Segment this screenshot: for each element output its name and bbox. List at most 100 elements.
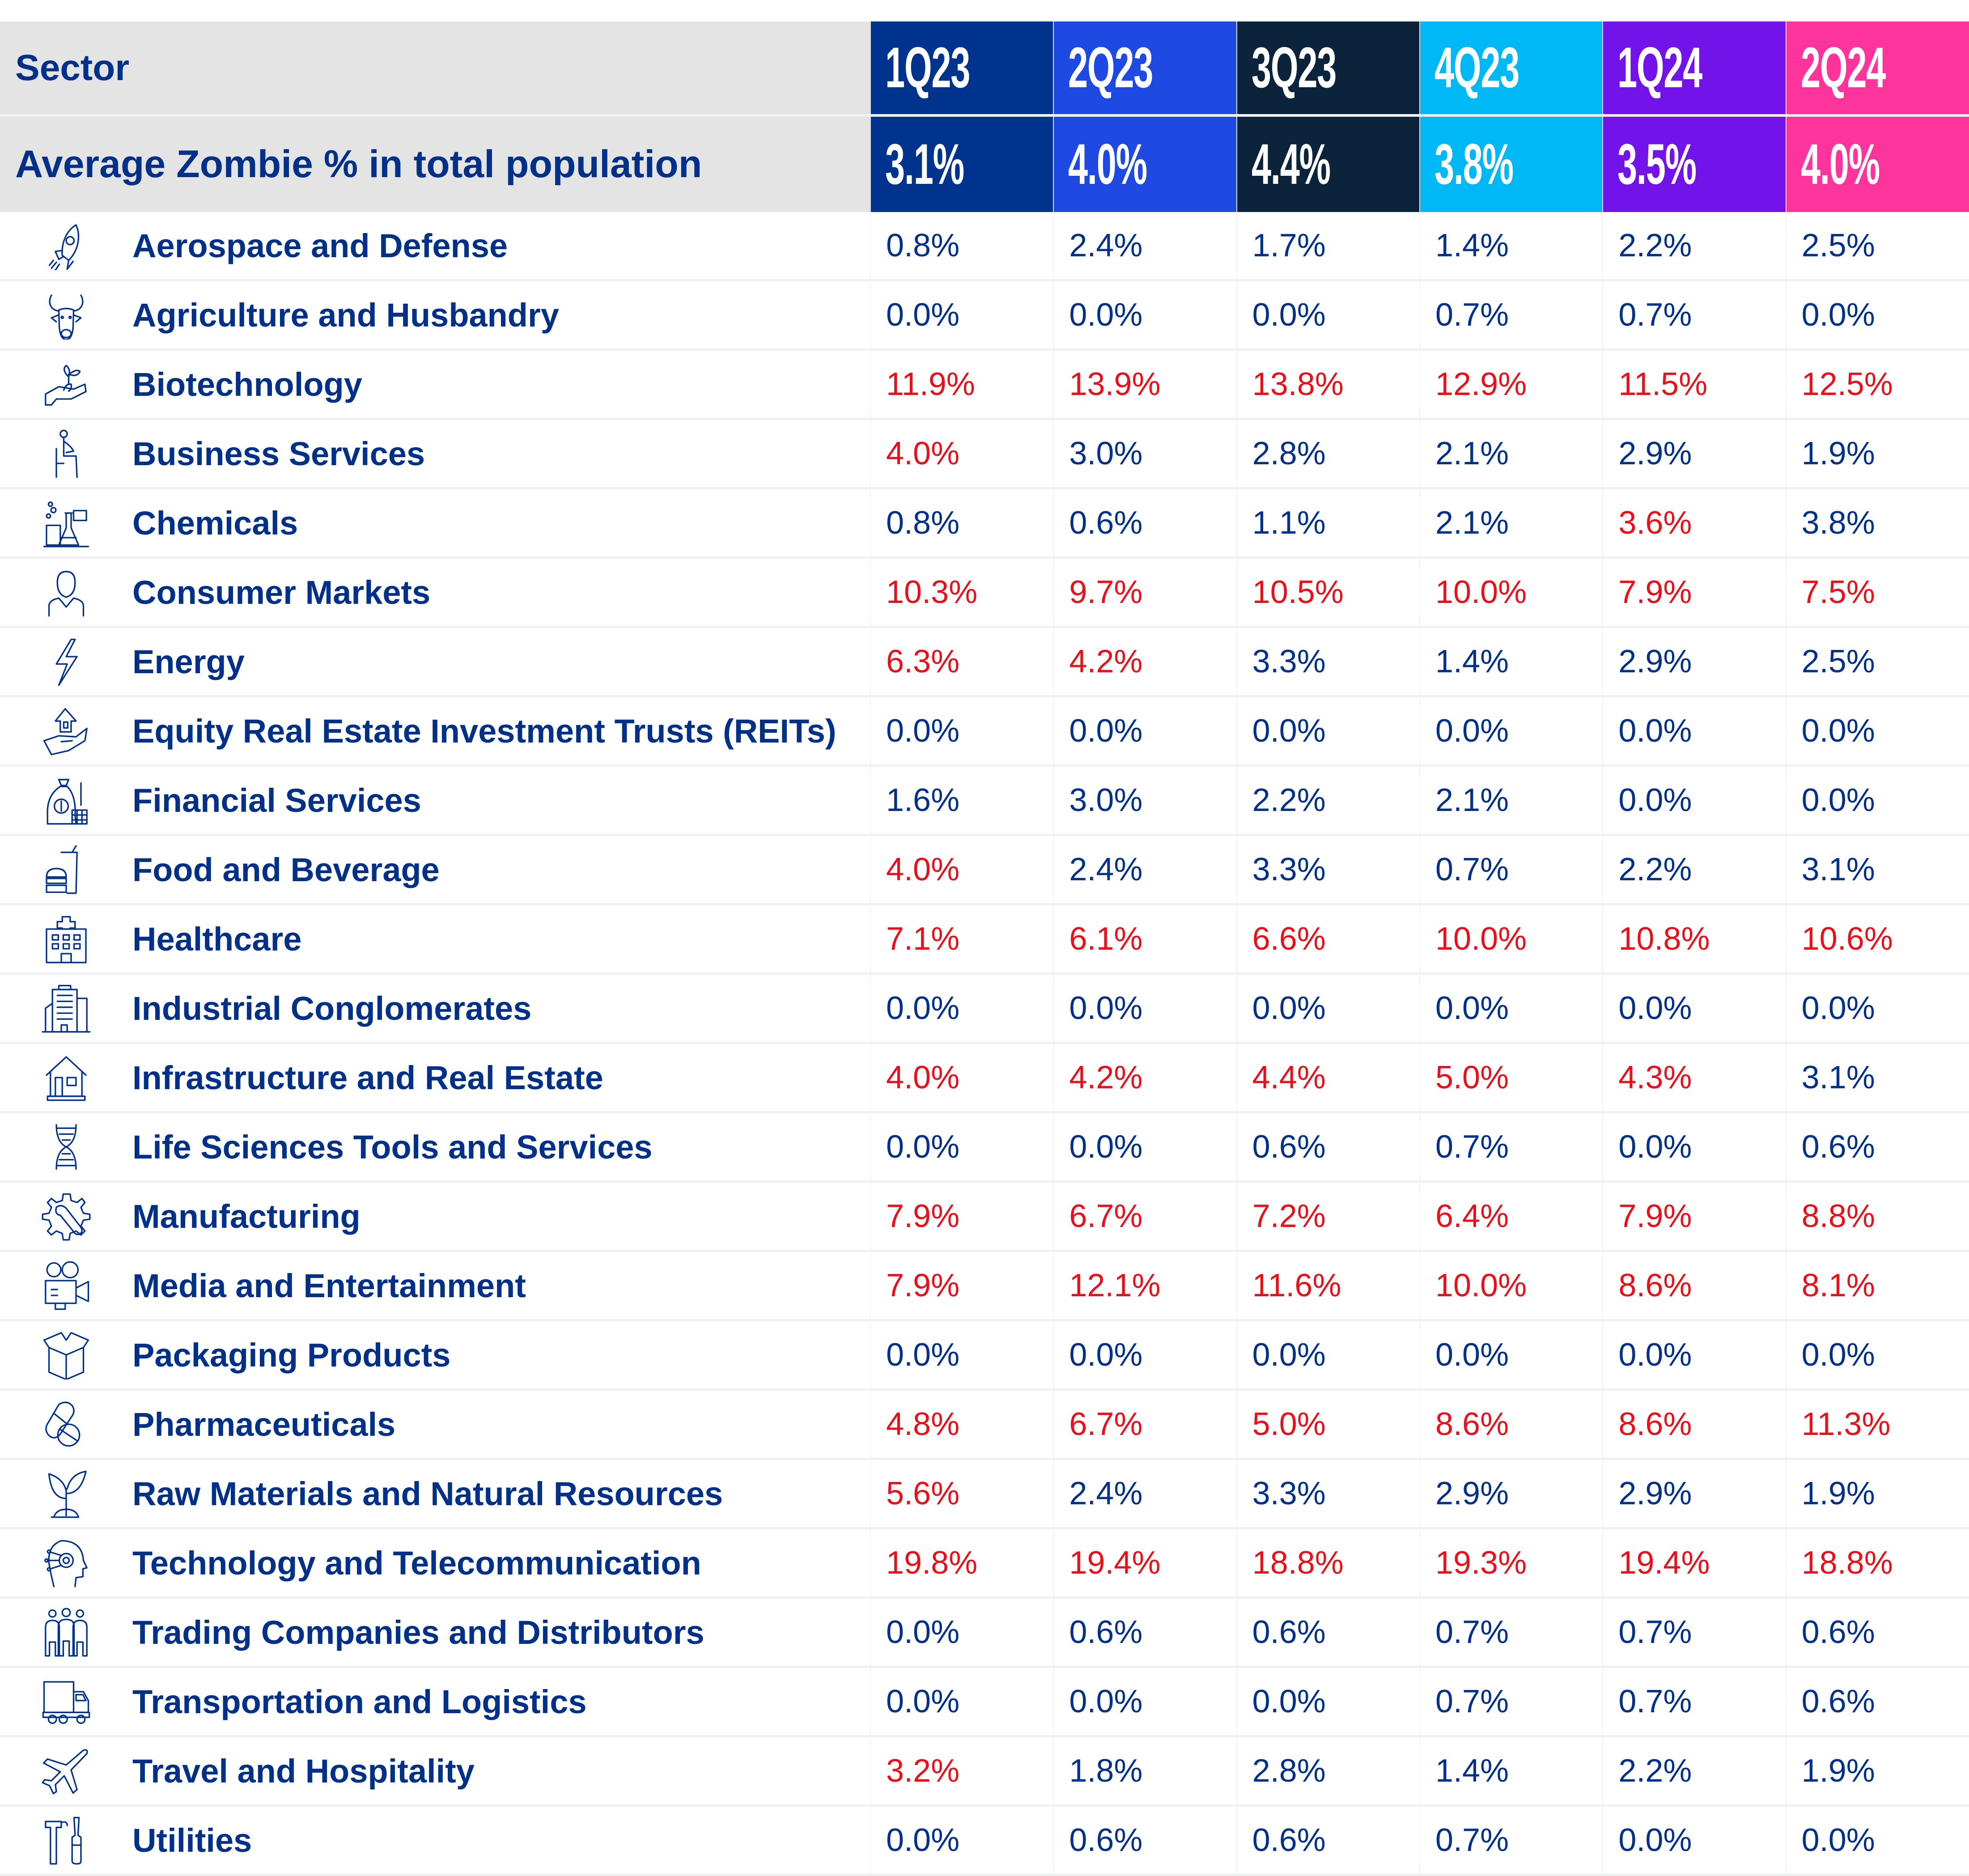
value-cell-3q23: 0.6% [1236, 1112, 1420, 1183]
value-cell-3q23: 2.2% [1236, 765, 1420, 836]
sector-cell: Transportation and Logistics [0, 1667, 870, 1737]
value-cell-4q23: 2.1% [1419, 488, 1603, 559]
quarter-label: 3Q23 [1251, 36, 1337, 100]
value-cell-1q24: 2.9% [1602, 419, 1786, 489]
value-cell-2q24: 1.9% [1785, 1459, 1969, 1529]
value-cell-1q23: 7.9% [870, 1251, 1054, 1321]
value-cell-1q23: 7.1% [870, 904, 1054, 975]
value-cell-1q23: 0.0% [870, 280, 1054, 351]
sector-cell: Media and Entertainment [0, 1251, 870, 1321]
sector-cell: Utilities [0, 1805, 870, 1876]
sector-label-wrap: Industrial Conglomerates [0, 975, 870, 1041]
sector-name: Raw Materials and Natural Resources [132, 1475, 723, 1512]
table-row: Financial Services 1.6% 3.0% 2.2% 2.1% 0.0% 0.… [0, 765, 1969, 836]
table-row: Chemicals 0.8% 0.6% 1.1% 2.1% 3.6% 3.8% [0, 488, 1969, 559]
average-value: 3.8% [1434, 132, 1514, 196]
value-cell-2q24: 0.6% [1785, 1112, 1969, 1183]
table-row: Utilities 0.0% 0.6% 0.6% 0.7% 0.0% 0.0% [0, 1805, 1969, 1876]
value-cell-2q23: 6.1% [1053, 904, 1237, 975]
value-cell-2q23: 12.1% [1053, 1251, 1237, 1321]
value-cell-2q23: 6.7% [1053, 1181, 1237, 1252]
value-cell-1q23: 0.0% [870, 1320, 1054, 1391]
value-cell-3q23: 10.5% [1236, 557, 1420, 628]
sector-label-wrap: Energy [0, 628, 870, 695]
average-value: 4.0% [1068, 132, 1147, 196]
value-cell-2q23: 4.2% [1053, 1043, 1237, 1113]
value-cell-1q24: 0.0% [1602, 765, 1786, 836]
quarter-label: 2Q24 [1800, 36, 1886, 100]
sector-header: Sector [0, 21, 870, 117]
value-cell-1q24: 2.2% [1602, 212, 1786, 281]
sector-cell: Biotechnology [0, 349, 870, 420]
sector-label-wrap: Consumer Markets [0, 559, 870, 625]
value-cell-1q24: 2.9% [1602, 627, 1786, 697]
sector-cell: Raw Materials and Natural Resources [0, 1459, 870, 1529]
airplane-icon [0, 1738, 132, 1804]
hand-house-icon [0, 698, 132, 764]
average-value: 3.1% [885, 132, 964, 196]
value-cell-4q23: 2.1% [1419, 419, 1603, 489]
table-row: Business Services 4.0% 3.0% 2.8% 2.1% 2.9% 1.9… [0, 419, 1969, 489]
value-cell-4q23: 0.0% [1419, 696, 1603, 767]
value-cell-1q24: 11.5% [1602, 349, 1786, 420]
value-cell-2q23: 19.4% [1053, 1528, 1237, 1599]
value-cell-1q23: 10.3% [870, 557, 1054, 628]
value-cell-3q23: 0.0% [1236, 696, 1420, 767]
sector-cell: Consumer Markets [0, 557, 870, 628]
value-cell-2q23: 3.0% [1053, 765, 1237, 836]
value-cell-1q24: 0.0% [1602, 973, 1786, 1044]
sector-cell: Manufacturing [0, 1181, 870, 1252]
value-cell-2q23: 2.4% [1053, 835, 1237, 905]
table-row: Packaging Products 0.0% 0.0% 0.0% 0.0% 0.0% 0.… [0, 1320, 1969, 1391]
value-cell-1q23: 7.9% [870, 1181, 1054, 1252]
sector-cell: Chemicals [0, 488, 870, 559]
person-icon [0, 559, 132, 625]
rocket-icon [0, 212, 132, 279]
table-row: Trading Companies and Distributors 0.0% 0.… [0, 1597, 1969, 1668]
sector-cell: Packaging Products [0, 1320, 870, 1391]
sector-label-wrap: Biotechnology [0, 351, 870, 417]
average-label: Average Zombie % in total population [0, 115, 870, 212]
value-cell-2q23: 0.0% [1053, 973, 1237, 1044]
sector-name: Chemicals [132, 504, 298, 542]
value-cell-4q23: 0.0% [1419, 1320, 1603, 1391]
table-row: Energy 6.3% 4.2% 3.3% 1.4% 2.9% 2.5% [0, 627, 1969, 697]
value-cell-1q23: 0.0% [870, 1597, 1054, 1668]
value-cell-1q24: 7.9% [1602, 557, 1786, 628]
value-cell-1q23: 4.0% [870, 419, 1054, 489]
sector-label-wrap: Trading Companies and Distributors [0, 1599, 870, 1665]
value-cell-4q23: 1.4% [1419, 1736, 1603, 1807]
value-cell-3q23: 1.7% [1236, 212, 1420, 281]
value-cell-1q24: 2.2% [1602, 1736, 1786, 1807]
value-cell-1q23: 0.0% [870, 973, 1054, 1044]
value-cell-1q24: 19.4% [1602, 1528, 1786, 1599]
value-cell-4q23: 0.0% [1419, 973, 1603, 1044]
value-cell-1q23: 6.3% [870, 627, 1054, 697]
value-cell-4q23: 10.0% [1419, 1251, 1603, 1321]
sector-label-wrap: Chemicals [0, 490, 870, 556]
value-cell-1q24: 8.6% [1602, 1389, 1786, 1460]
sector-cell: Travel and Hospitality [0, 1736, 870, 1807]
value-cell-2q24: 0.0% [1785, 1320, 1969, 1391]
house-icon [0, 1044, 132, 1111]
value-cell-2q24: 0.0% [1785, 696, 1969, 767]
quarter-header-2q23: 2Q23 [1053, 21, 1237, 117]
value-cell-1q23: 0.0% [870, 1112, 1054, 1183]
quarter-header-4q23: 4Q23 [1419, 21, 1603, 117]
table-row: Life Sciences Tools and Services 0.0% 0.0%… [0, 1112, 1969, 1183]
value-cell-2q24: 8.1% [1785, 1251, 1969, 1321]
sector-label-wrap: Infrastructure and Real Estate [0, 1044, 870, 1111]
video-camera-icon [0, 1252, 132, 1319]
value-cell-2q24: 1.9% [1785, 419, 1969, 489]
value-cell-4q23: 0.7% [1419, 1597, 1603, 1668]
value-cell-3q23: 18.8% [1236, 1528, 1420, 1599]
sector-label-wrap: Manufacturing [0, 1183, 870, 1249]
value-cell-3q23: 6.6% [1236, 904, 1420, 975]
plant-icon [0, 1460, 132, 1527]
table-row: Raw Materials and Natural Resources 5.6% 2… [0, 1459, 1969, 1529]
sector-name: Industrial Conglomerates [132, 989, 532, 1027]
value-cell-3q23: 2.8% [1236, 419, 1420, 489]
sector-cell: Food and Beverage [0, 835, 870, 905]
average-2q23: 4.0% [1053, 115, 1237, 212]
value-cell-2q23: 2.4% [1053, 1459, 1237, 1529]
